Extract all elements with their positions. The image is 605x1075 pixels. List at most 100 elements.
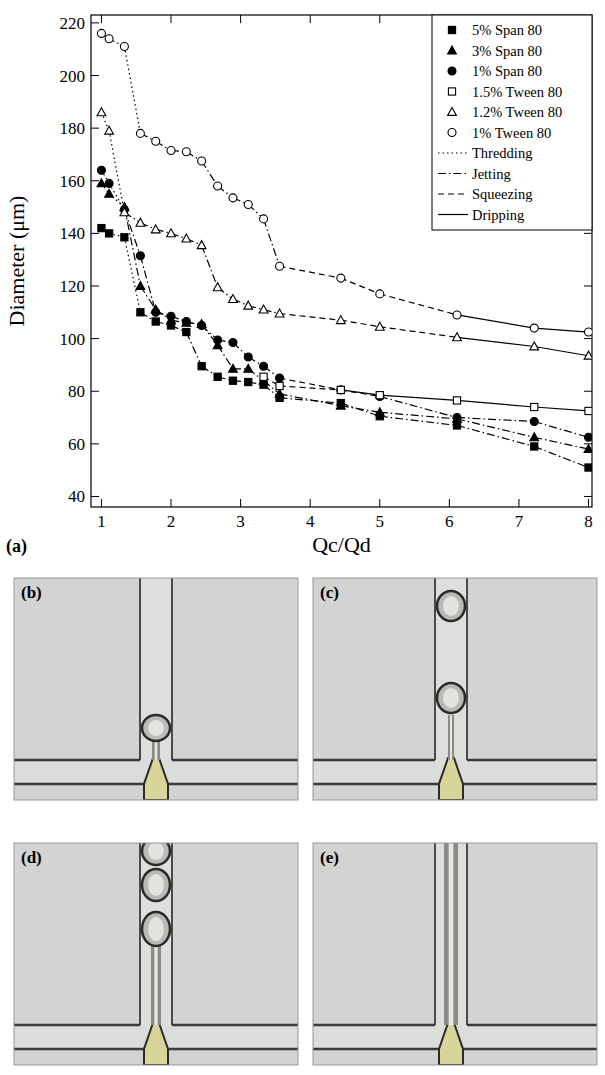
channel-wall (313, 1048, 439, 1051)
marker (97, 29, 105, 37)
dispersed-phase (144, 1023, 168, 1065)
channel-wall (14, 1048, 144, 1051)
x-tick-label: 6 (445, 512, 454, 531)
line-segment (140, 256, 155, 313)
marker (275, 309, 284, 317)
line-segment (280, 378, 341, 390)
marker (152, 137, 160, 145)
channel-wall (14, 783, 144, 786)
marker (152, 308, 160, 316)
legend-marker (448, 26, 455, 33)
droplet-core (148, 917, 164, 941)
y-tick (91, 75, 99, 76)
channel-wall (14, 1024, 140, 1027)
line-segment (380, 294, 457, 315)
droplet-core (148, 874, 164, 896)
marker (376, 392, 384, 400)
y-tick (91, 233, 99, 234)
x-tick (449, 499, 450, 507)
x-tick-label: 3 (236, 512, 245, 531)
channel-wall (313, 1024, 435, 1027)
legend-line (438, 152, 468, 153)
droplet-core (443, 688, 459, 708)
image-frame (313, 578, 597, 800)
marker (337, 386, 345, 394)
y-tick-label: 160 (60, 172, 86, 191)
marker (244, 301, 253, 309)
x-tick-label: 7 (515, 512, 524, 531)
thread-core (154, 945, 157, 1025)
line-segment (202, 245, 218, 287)
droplet (142, 843, 170, 865)
channel-wall (168, 1048, 298, 1051)
marker (376, 392, 383, 399)
y-tick (584, 338, 592, 339)
x-axis-title: Qc/Qd (312, 532, 371, 557)
marker (167, 229, 176, 237)
marker (136, 281, 145, 289)
marker (97, 179, 106, 187)
x-tick (379, 499, 380, 507)
x-tick (518, 499, 519, 507)
x-tick (240, 499, 241, 507)
marker (229, 364, 238, 372)
line-segment (457, 419, 534, 437)
line-segment (534, 347, 588, 356)
marker (151, 225, 160, 233)
marker (97, 108, 106, 116)
marker (260, 362, 268, 370)
line-segment (534, 437, 588, 449)
x-tick-label: 1 (97, 512, 106, 531)
y-tick (91, 128, 99, 129)
x-tick-label: 5 (376, 512, 385, 531)
y-tick (91, 496, 99, 497)
line-segment (534, 421, 588, 437)
marker (136, 218, 145, 226)
dispersed-phase (439, 1023, 463, 1065)
thread-core (449, 843, 454, 1025)
marker (229, 194, 237, 202)
channel (140, 843, 172, 1025)
y-tick-label: 100 (60, 330, 86, 349)
micrograph: (e) (313, 843, 597, 1065)
droplet-core (443, 596, 459, 616)
image-background (313, 843, 597, 1065)
y-axis-title: Diameter (μm) (4, 196, 29, 327)
line-segment (534, 407, 588, 411)
line-segment (380, 412, 457, 419)
panel-letter: (b) (21, 583, 42, 602)
marker (453, 414, 462, 422)
line-segment (280, 314, 341, 321)
marker (182, 318, 190, 326)
plot-area (97, 29, 592, 471)
marker (105, 230, 112, 237)
y-tick (584, 233, 592, 234)
x-tick (379, 15, 380, 23)
panel-letter: (d) (21, 848, 42, 867)
thread-core (450, 715, 452, 760)
legend-label: Jetting (472, 166, 511, 182)
marker (182, 234, 191, 242)
x-tick (240, 15, 241, 23)
marker (337, 274, 345, 282)
marker (453, 414, 461, 422)
marker (120, 43, 128, 51)
line-segment (534, 328, 588, 332)
x-tick (171, 499, 172, 507)
marker (198, 321, 206, 329)
legend-label: 5% Span 80 (472, 22, 542, 38)
line-segment (380, 395, 457, 400)
line-segment (280, 398, 341, 403)
y-tick (91, 391, 99, 392)
marker (229, 295, 238, 303)
line-segment (186, 332, 201, 366)
x-tick (101, 499, 102, 507)
marker (453, 333, 462, 341)
y-tick-label: 200 (60, 67, 86, 86)
marker (260, 373, 267, 380)
marker (276, 262, 284, 270)
y-tick-label: 120 (60, 277, 86, 296)
channel-wall (463, 783, 597, 786)
y-tick (91, 443, 99, 444)
y-tick (584, 443, 592, 444)
